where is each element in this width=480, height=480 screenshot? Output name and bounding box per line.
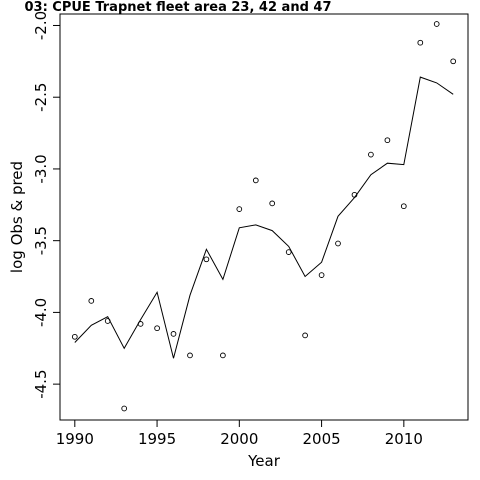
observed-point (71, 333, 78, 340)
x-tick-label: 2000 (220, 430, 258, 448)
y-tick-label: -4.0 (32, 298, 50, 327)
observed-point (88, 298, 95, 304)
observed-point (368, 151, 374, 158)
observed-point (170, 331, 177, 337)
x-tick-label: 2005 (302, 430, 340, 448)
observed-point (351, 191, 358, 198)
plot-frame (59, 13, 469, 421)
observed-point (137, 321, 144, 327)
observed-points (71, 21, 457, 412)
y-axis: -2.0 -2.5 -3.0 -3.5 -4.0 -4.5 (32, 11, 60, 399)
observed-point (121, 405, 128, 412)
observed-point (285, 249, 292, 255)
observed-point (384, 137, 391, 144)
observed-point (450, 58, 457, 65)
observed-point (302, 332, 308, 339)
observed-point (220, 352, 226, 359)
observed-point (252, 177, 259, 184)
observed-point (236, 206, 243, 212)
x-axis-label: Year (247, 452, 281, 470)
observed-point (104, 318, 111, 324)
observed-point (187, 352, 193, 359)
predicted-line (74, 76, 454, 359)
observed-point (269, 200, 276, 207)
x-tick-label: 1995 (138, 430, 176, 448)
x-axis: 1990 1995 2000 2005 2010 (56, 420, 423, 448)
observed-point (400, 203, 407, 210)
observed-point (417, 39, 424, 46)
x-tick-label: 2010 (385, 430, 423, 448)
y-tick-label: -3.0 (32, 154, 50, 183)
y-tick-label: -4.5 (32, 369, 50, 398)
observed-point (318, 272, 325, 278)
y-tick-label: -2.0 (32, 11, 50, 40)
y-tick-label: -2.5 (32, 83, 50, 112)
y-tick-label: -3.5 (32, 226, 50, 255)
observed-point (154, 325, 160, 332)
chart-title: 03: CPUE Trapnet fleet area 23, 42 and 4… (24, 0, 331, 15)
observed-point (335, 240, 341, 247)
y-axis-label: log Obs & pred (8, 161, 26, 273)
observed-point (203, 256, 210, 263)
observed-point (433, 21, 440, 27)
x-tick-label: 1990 (56, 430, 94, 448)
